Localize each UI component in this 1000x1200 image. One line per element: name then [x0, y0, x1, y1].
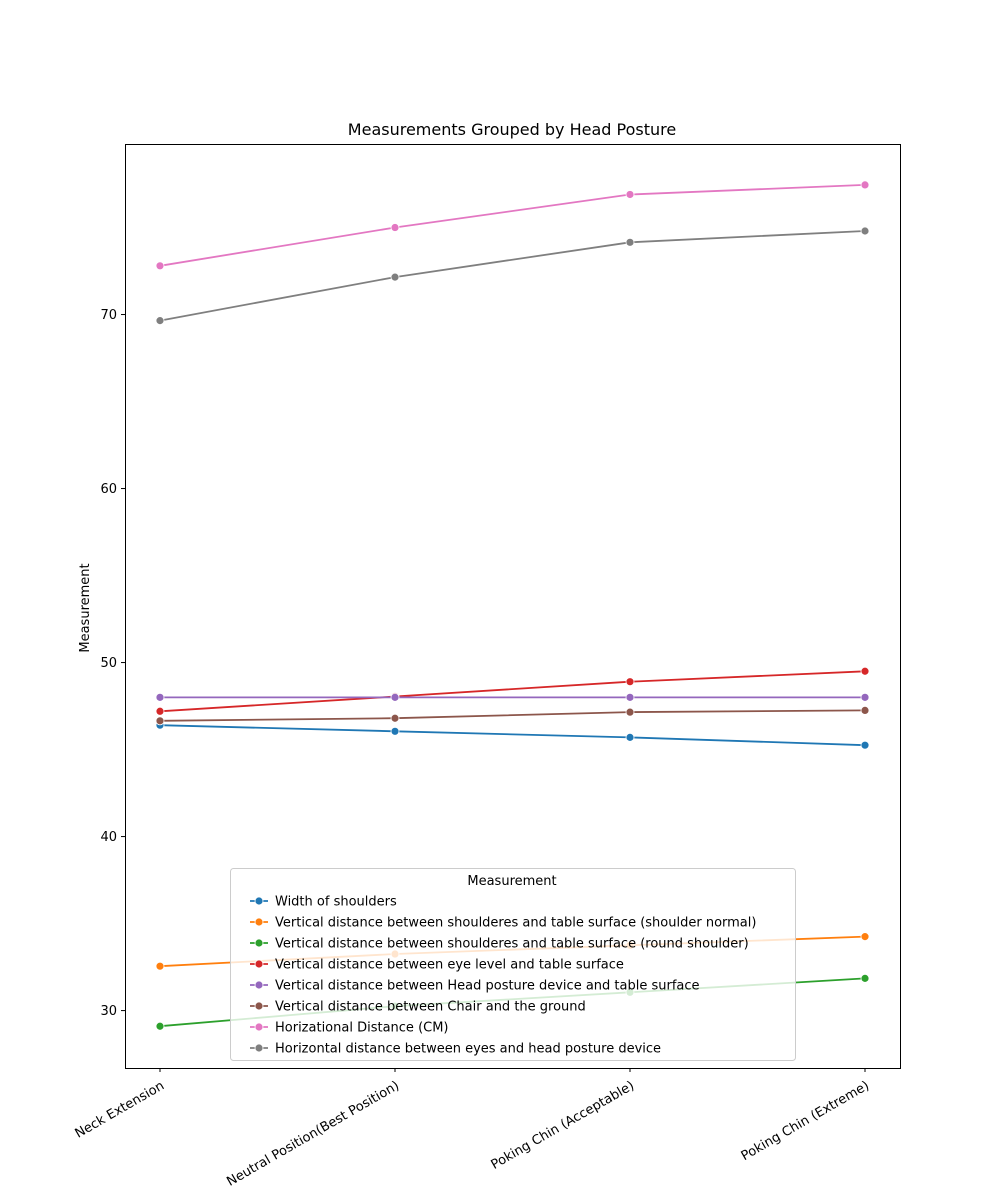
legend-item: Vertical distance between Head posture d… — [250, 979, 700, 994]
legend-item: Vertical distance between Chair and the … — [250, 1000, 586, 1015]
series-line — [159, 184, 866, 267]
series-line — [159, 724, 866, 747]
legend-marker — [254, 959, 264, 969]
legend-box — [230, 868, 796, 1061]
series-line — [159, 230, 866, 322]
y-tick-label: 40 — [100, 830, 117, 845]
legend-marker — [254, 1022, 264, 1032]
data-point — [390, 726, 400, 736]
y-tick-label: 30 — [100, 1004, 117, 1019]
y-axis-label: Measurement — [78, 563, 93, 652]
legend-marker — [254, 938, 264, 948]
plot-frame — [125, 144, 901, 1069]
data-point — [155, 692, 165, 702]
legend-label: Horizontal distance between eyes and hea… — [275, 1042, 661, 1057]
legend-label: Vertical distance between shoulderes and… — [275, 916, 756, 931]
legend-title: Measurement — [467, 874, 556, 889]
series-line — [159, 709, 866, 722]
data-point — [860, 692, 870, 702]
y-tick-label: 50 — [100, 656, 117, 671]
y-tick-label: 70 — [100, 308, 117, 323]
data-point — [155, 706, 165, 716]
data-point — [860, 226, 870, 236]
data-point — [155, 1021, 165, 1031]
legend-items: Width of shoulders Vertical distance betw… — [250, 895, 756, 1057]
series-line — [159, 670, 866, 713]
legend: Measurement Width of shoulders Vertical d… — [230, 868, 796, 1061]
legend-label: Vertical distance between Head posture d… — [275, 979, 700, 994]
data-point — [155, 261, 165, 271]
data-point — [860, 180, 870, 190]
legend-marker — [254, 917, 264, 927]
series-6 — [155, 706, 870, 726]
series-7 — [155, 180, 870, 271]
legend-label: Vertical distance between Chair and the … — [275, 1000, 586, 1015]
data-point — [625, 707, 635, 717]
legend-item: Width of shoulders — [250, 895, 397, 910]
legend-item: Vertical distance between shoulderes and… — [250, 916, 756, 931]
legend-marker — [254, 1001, 264, 1011]
data-point — [625, 692, 635, 702]
data-point — [860, 740, 870, 750]
data-point — [625, 732, 635, 742]
data-point — [155, 716, 165, 726]
legend-marker — [254, 980, 264, 990]
data-point — [860, 706, 870, 715]
data-point — [155, 961, 165, 971]
data-point — [390, 272, 400, 282]
data-point — [155, 316, 165, 326]
data-point — [625, 190, 635, 199]
legend-marker — [254, 896, 264, 906]
series-5 — [155, 692, 870, 702]
data-point — [390, 223, 400, 232]
legend-label: Horizational Distance (CM) — [275, 1021, 449, 1036]
legend-label: Vertical distance between eye level and … — [275, 958, 624, 973]
chart-title: Measurements Grouped by Head Posture — [348, 120, 676, 139]
legend-item: Horizational Distance (CM) — [250, 1021, 449, 1036]
legend-item: Vertical distance between eye level and … — [250, 958, 624, 973]
data-point — [860, 973, 870, 983]
data-point — [860, 666, 870, 676]
y-tick-label: 60 — [100, 482, 117, 497]
legend-marker — [254, 1043, 264, 1053]
data-point — [390, 713, 400, 723]
data-point — [390, 692, 400, 702]
legend-label: Width of shoulders — [275, 895, 397, 910]
series-8 — [155, 226, 870, 326]
y-axis: 30 40 50 60 70 — [100, 308, 125, 1019]
legend-item: Horizontal distance between eyes and hea… — [250, 1042, 661, 1057]
legend-item: Vertical distance between shoulderes and… — [250, 937, 749, 952]
data-point — [625, 677, 635, 687]
legend-label: Vertical distance between shoulderes and… — [275, 937, 749, 952]
data-point — [625, 237, 635, 247]
data-point — [860, 932, 870, 942]
